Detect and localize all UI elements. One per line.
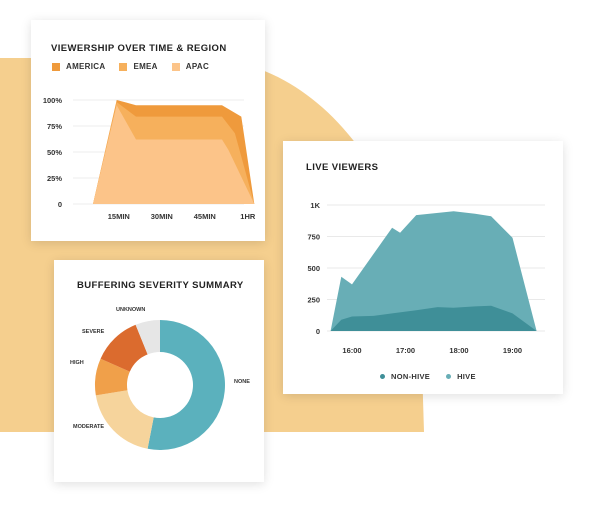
live-viewers-y-tick: 500 bbox=[307, 264, 320, 273]
viewership-y-tick: 0 bbox=[58, 200, 62, 209]
legend-item-america: AMERICA bbox=[52, 62, 105, 71]
legend-item-non-hive: NON-HIVE bbox=[380, 372, 430, 381]
live-viewers-area-non-hive bbox=[330, 305, 537, 331]
viewership-legend: AMERICA EMEA APAC bbox=[52, 62, 209, 71]
live-viewers-y-tick: 750 bbox=[307, 233, 320, 242]
live-viewers-area-hive bbox=[330, 211, 537, 331]
live-viewers-y-tick: 1K bbox=[310, 201, 320, 210]
viewership-y-tick: 50% bbox=[47, 148, 62, 157]
donut-slice-moderate bbox=[95, 390, 154, 449]
viewership-x-tick: 15MIN bbox=[108, 212, 130, 221]
viewership-chart: 100% 75% 50% 25% 0 15MIN 30MIN 45MIN 1HR bbox=[43, 96, 256, 221]
legend-item-apac: APAC bbox=[171, 62, 210, 71]
legend-swatch-america bbox=[52, 62, 60, 71]
live-viewers-y-tick: 0 bbox=[316, 327, 320, 336]
live-viewers-legend: NON-HIVE HIVE bbox=[380, 372, 476, 381]
viewership-y-tick: 75% bbox=[47, 122, 62, 131]
viewership-x-tick: 1HR bbox=[240, 212, 256, 221]
legend-item-hive: HIVE bbox=[446, 372, 476, 381]
viewership-x-tick: 45MIN bbox=[194, 212, 216, 221]
legend-item-emea: EMEA bbox=[119, 62, 157, 71]
donut-label-moderate: MODERATE bbox=[73, 424, 104, 430]
donut-slice-unknown bbox=[135, 320, 160, 355]
live-viewers-y-tick: 250 bbox=[307, 296, 320, 305]
donut-label-severe: SEVERE bbox=[82, 329, 105, 335]
donut-slice-severe bbox=[100, 324, 148, 372]
buffering-title: BUFFERING SEVERITY SUMMARY bbox=[77, 280, 244, 291]
legend-swatch-emea bbox=[119, 62, 128, 71]
donut-label-none: NONE bbox=[234, 379, 250, 385]
legend-label-non-hive: NON-HIVE bbox=[391, 372, 431, 381]
donut-slice-none bbox=[147, 320, 225, 450]
legend-dot-non-hive bbox=[380, 374, 385, 379]
viewership-area-apac bbox=[93, 105, 255, 204]
buffering-card: BUFFERING SEVERITY SUMMARY NONE MODERATE H… bbox=[54, 260, 264, 482]
live-viewers-x-tick: 17:00 bbox=[396, 346, 415, 355]
legend-dot-hive bbox=[446, 374, 452, 379]
viewership-title: VIEWERSHIP OVER TIME & REGION bbox=[51, 43, 227, 54]
viewership-y-tick: 25% bbox=[47, 174, 62, 183]
live-viewers-x-tick: 18:00 bbox=[449, 346, 468, 355]
donut-label-unknown: UNKNOWN bbox=[116, 307, 145, 313]
donut-slice-high bbox=[95, 358, 130, 396]
viewership-y-tick: 100% bbox=[43, 96, 63, 105]
viewership-x-tick: 30MIN bbox=[151, 212, 173, 221]
legend-label-hive: HIVE bbox=[457, 372, 476, 381]
live-viewers-x-tick: 16:00 bbox=[342, 346, 361, 355]
legend-label-america: AMERICA bbox=[66, 62, 106, 71]
viewership-card: VIEWERSHIP OVER TIME & REGION AMERICA EM… bbox=[31, 20, 265, 241]
legend-label-emea: EMEA bbox=[133, 62, 158, 71]
live-viewers-chart: 1K 750 500 250 0 16:00 17:00 18:00 19:00 bbox=[307, 201, 545, 355]
buffering-donut-chart: NONE MODERATE HIGH SEVERE UNKNOWN bbox=[70, 307, 250, 450]
donut-label-high: HIGH bbox=[70, 360, 84, 366]
live-viewers-card: LIVE VIEWERS 1K 750 500 250 0 16:00 17:00 18:00… bbox=[283, 141, 563, 394]
legend-label-apac: APAC bbox=[185, 62, 210, 71]
live-viewers-x-tick: 19:00 bbox=[503, 346, 522, 355]
legend-swatch-apac bbox=[171, 62, 180, 71]
live-viewers-title: LIVE VIEWERS bbox=[306, 162, 379, 173]
